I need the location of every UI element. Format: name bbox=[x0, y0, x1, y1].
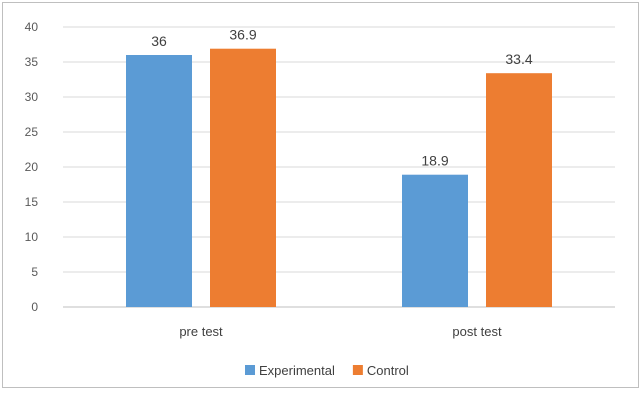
data-label: 36.9 bbox=[229, 27, 256, 43]
data-labels: 36 36.9 18.9 33.4 bbox=[151, 27, 533, 169]
y-tick-label: 20 bbox=[25, 160, 39, 174]
bar-control-post-test bbox=[486, 73, 552, 307]
chart-frame: 0 5 10 15 20 25 30 35 40 36 36.9 18.9 33.4 pre test… bbox=[2, 2, 639, 388]
x-category-label: pre test bbox=[179, 324, 223, 339]
x-axis-categories: pre test post test bbox=[179, 324, 502, 339]
y-tick-label: 25 bbox=[25, 125, 39, 139]
y-tick-label: 15 bbox=[25, 195, 39, 209]
y-tick-label: 35 bbox=[25, 55, 39, 69]
legend-swatch bbox=[352, 365, 363, 375]
bars bbox=[126, 48, 552, 307]
y-tick-label: 10 bbox=[25, 230, 39, 244]
y-tick-label: 0 bbox=[31, 300, 38, 314]
y-tick-label: 5 bbox=[31, 265, 38, 279]
bar-experimental-pre-test bbox=[126, 55, 192, 307]
legend: Experimental Control bbox=[245, 363, 409, 378]
data-label: 18.9 bbox=[421, 153, 448, 169]
y-tick-label: 40 bbox=[25, 20, 39, 34]
y-axis-ticks: 0 5 10 15 20 25 30 35 40 bbox=[25, 20, 39, 314]
bar-control-pre-test bbox=[210, 48, 276, 307]
data-label: 36 bbox=[151, 33, 167, 49]
bar-experimental-post-test bbox=[402, 174, 468, 307]
bar-chart: 0 5 10 15 20 25 30 35 40 36 36.9 18.9 33.4 pre test… bbox=[25, 20, 615, 378]
x-category-label: post test bbox=[452, 324, 502, 339]
y-tick-label: 30 bbox=[25, 90, 39, 104]
legend-label: Experimental bbox=[259, 363, 335, 378]
legend-swatch bbox=[245, 365, 255, 375]
legend-label: Control bbox=[367, 363, 409, 378]
data-label: 33.4 bbox=[505, 51, 532, 67]
